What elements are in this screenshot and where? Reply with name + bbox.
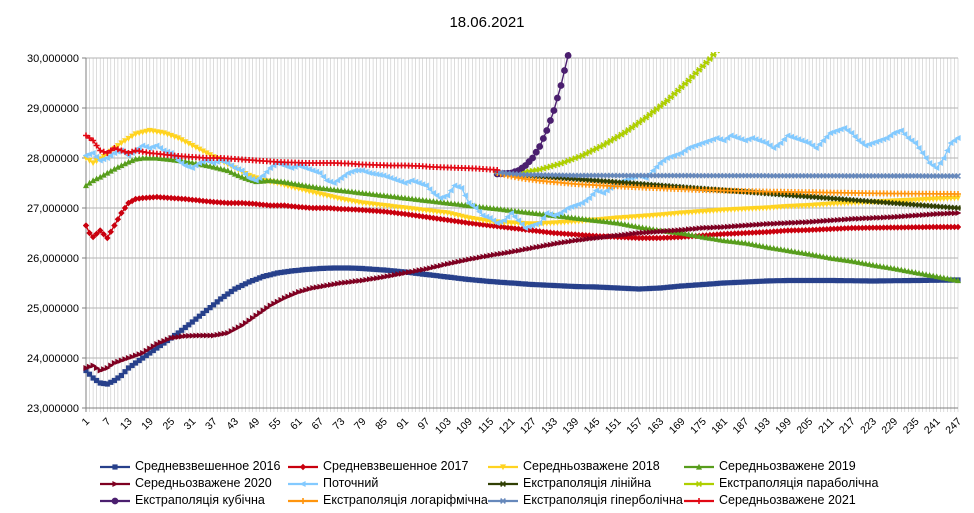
legend-label: Середньозважене 2019 bbox=[719, 459, 856, 473]
x-axis-label: 139 bbox=[560, 416, 581, 437]
legend-item-1: Средневзвешенное 2017 bbox=[288, 458, 488, 475]
x-axis-label: 13 bbox=[118, 416, 135, 433]
legend-item-11: Середньозважене 2021 bbox=[684, 492, 894, 509]
x-axis-label: 91 bbox=[394, 416, 411, 433]
legend-marker-icon bbox=[100, 497, 130, 504]
y-axis-label: 25,000000 bbox=[27, 303, 79, 315]
legend-item-4: Середньозважене 2020 bbox=[100, 475, 288, 492]
x-axis-label: 79 bbox=[352, 416, 369, 433]
x-axis-label: 223 bbox=[858, 416, 879, 437]
legend-marker-icon bbox=[684, 463, 714, 470]
x-axis-label: 205 bbox=[794, 416, 815, 437]
legend-item-9: Екстраполяція логаріфмічна bbox=[288, 492, 488, 509]
x-axis-label: 73 bbox=[331, 416, 348, 433]
legend-label: Средневзвешенное 2016 bbox=[135, 459, 281, 473]
legend-label: Екстраполяція кубічна bbox=[135, 493, 265, 507]
legend-label: Екстраполяція гіперболічна bbox=[523, 493, 683, 507]
series-3-line bbox=[83, 154, 961, 284]
legend-item-6: Екстраполяція лінійна bbox=[488, 475, 684, 492]
y-axis-label: 27,000000 bbox=[27, 203, 79, 215]
x-axis-label: 175 bbox=[688, 416, 709, 437]
legend-marker-icon bbox=[100, 480, 130, 487]
legend-marker-icon bbox=[288, 463, 318, 470]
x-axis-label: 157 bbox=[624, 416, 645, 437]
series-5-line bbox=[83, 125, 961, 231]
x-axis-label: 181 bbox=[709, 416, 730, 437]
x-axis-label: 199 bbox=[773, 416, 794, 437]
x-axis-label: 97 bbox=[416, 416, 433, 433]
x-axis-label: 121 bbox=[497, 416, 518, 437]
legend-label: Средневзвешенное 2017 bbox=[323, 459, 469, 473]
chart-legend: Средневзвешенное 2016 Средневзвешенное 20… bbox=[100, 458, 894, 509]
x-axis-label: 145 bbox=[582, 416, 603, 437]
x-axis-label: 115 bbox=[476, 416, 496, 436]
y-axis-label: 28,000000 bbox=[27, 153, 79, 165]
legend-item-0: Средневзвешенное 2016 bbox=[100, 458, 288, 475]
legend-marker-icon bbox=[684, 480, 714, 487]
series-11-line bbox=[83, 132, 501, 173]
x-axis-label: 7 bbox=[101, 416, 114, 429]
x-axis-label: 235 bbox=[901, 416, 922, 437]
x-axis-label: 163 bbox=[645, 416, 666, 437]
chart-plot-area: 30,000000 29,000000 28,000000 27,000000 26,0… bbox=[27, 52, 964, 437]
legend-label: Екстраполяція лінійна bbox=[523, 476, 652, 490]
x-axis-label: 103 bbox=[433, 416, 454, 437]
x-axis-label: 19 bbox=[139, 416, 156, 433]
x-axis-label: 217 bbox=[837, 416, 858, 437]
legend-label: Екстраполяція параболічна bbox=[719, 476, 879, 490]
series-4-line bbox=[83, 210, 961, 374]
series-1-line bbox=[83, 193, 961, 242]
legend-item-3: Середньозважене 2019 bbox=[684, 458, 894, 475]
y-axis-label: 23,000000 bbox=[27, 403, 79, 415]
x-axis-label: 133 bbox=[539, 416, 560, 437]
x-axis-label: 67 bbox=[309, 416, 326, 433]
legend-marker-icon bbox=[488, 480, 518, 487]
x-axis-label: 169 bbox=[667, 416, 688, 437]
legend-item-2: Середньозважене 2018 bbox=[488, 458, 684, 475]
y-axis-label: 24,000000 bbox=[27, 353, 79, 365]
x-axis-label: 25 bbox=[160, 416, 177, 433]
legend-label: Середньозважене 2021 bbox=[719, 493, 856, 507]
legend-label: Середньозважене 2018 bbox=[523, 459, 660, 473]
x-axis-label: 55 bbox=[267, 416, 284, 433]
y-axis-label: 29,000000 bbox=[27, 103, 79, 115]
x-axis-label: 211 bbox=[816, 416, 836, 436]
x-axis-label: 1 bbox=[80, 416, 93, 429]
legend-marker-icon bbox=[288, 497, 318, 504]
legend-marker-icon bbox=[100, 463, 130, 470]
series-9-line bbox=[494, 170, 961, 197]
legend-item-10: Екстраполяція гіперболічна bbox=[488, 492, 684, 509]
legend-label: Поточний bbox=[323, 476, 379, 490]
legend-label: Екстраполяція логаріфмічна bbox=[323, 493, 488, 507]
x-axis-label: 49 bbox=[245, 416, 262, 433]
legend-item-5: Поточний bbox=[288, 475, 488, 492]
y-axis-label: 30,000000 bbox=[27, 53, 79, 65]
x-axis-label: 241 bbox=[922, 416, 943, 437]
x-axis-label: 193 bbox=[752, 416, 773, 437]
x-axis-label: 229 bbox=[879, 416, 900, 437]
x-axis-label: 187 bbox=[731, 416, 752, 437]
x-axis-label: 43 bbox=[224, 416, 241, 433]
legend-marker-icon bbox=[488, 497, 518, 504]
chart-title: 18.06.2021 bbox=[449, 14, 525, 31]
x-axis-label: 85 bbox=[373, 416, 390, 433]
y-axis-label: 26,000000 bbox=[27, 253, 79, 265]
x-axis-label: 127 bbox=[518, 416, 539, 437]
x-axis-label: 151 bbox=[603, 416, 624, 437]
x-axis-label: 61 bbox=[288, 416, 305, 433]
legend-marker-icon bbox=[288, 480, 318, 487]
legend-marker-icon bbox=[684, 497, 714, 504]
series-0-line bbox=[83, 265, 961, 387]
x-axis-label: 109 bbox=[454, 416, 475, 437]
x-axis-label: 247 bbox=[943, 416, 964, 437]
x-axis-label: 31 bbox=[182, 416, 199, 433]
x-axis-label: 37 bbox=[203, 416, 220, 433]
legend-label: Середньозважене 2020 bbox=[135, 476, 272, 490]
legend-item-7: Екстраполяція параболічна bbox=[684, 475, 894, 492]
legend-item-8: Екстраполяція кубічна bbox=[100, 492, 288, 509]
legend-marker-icon bbox=[488, 463, 518, 470]
